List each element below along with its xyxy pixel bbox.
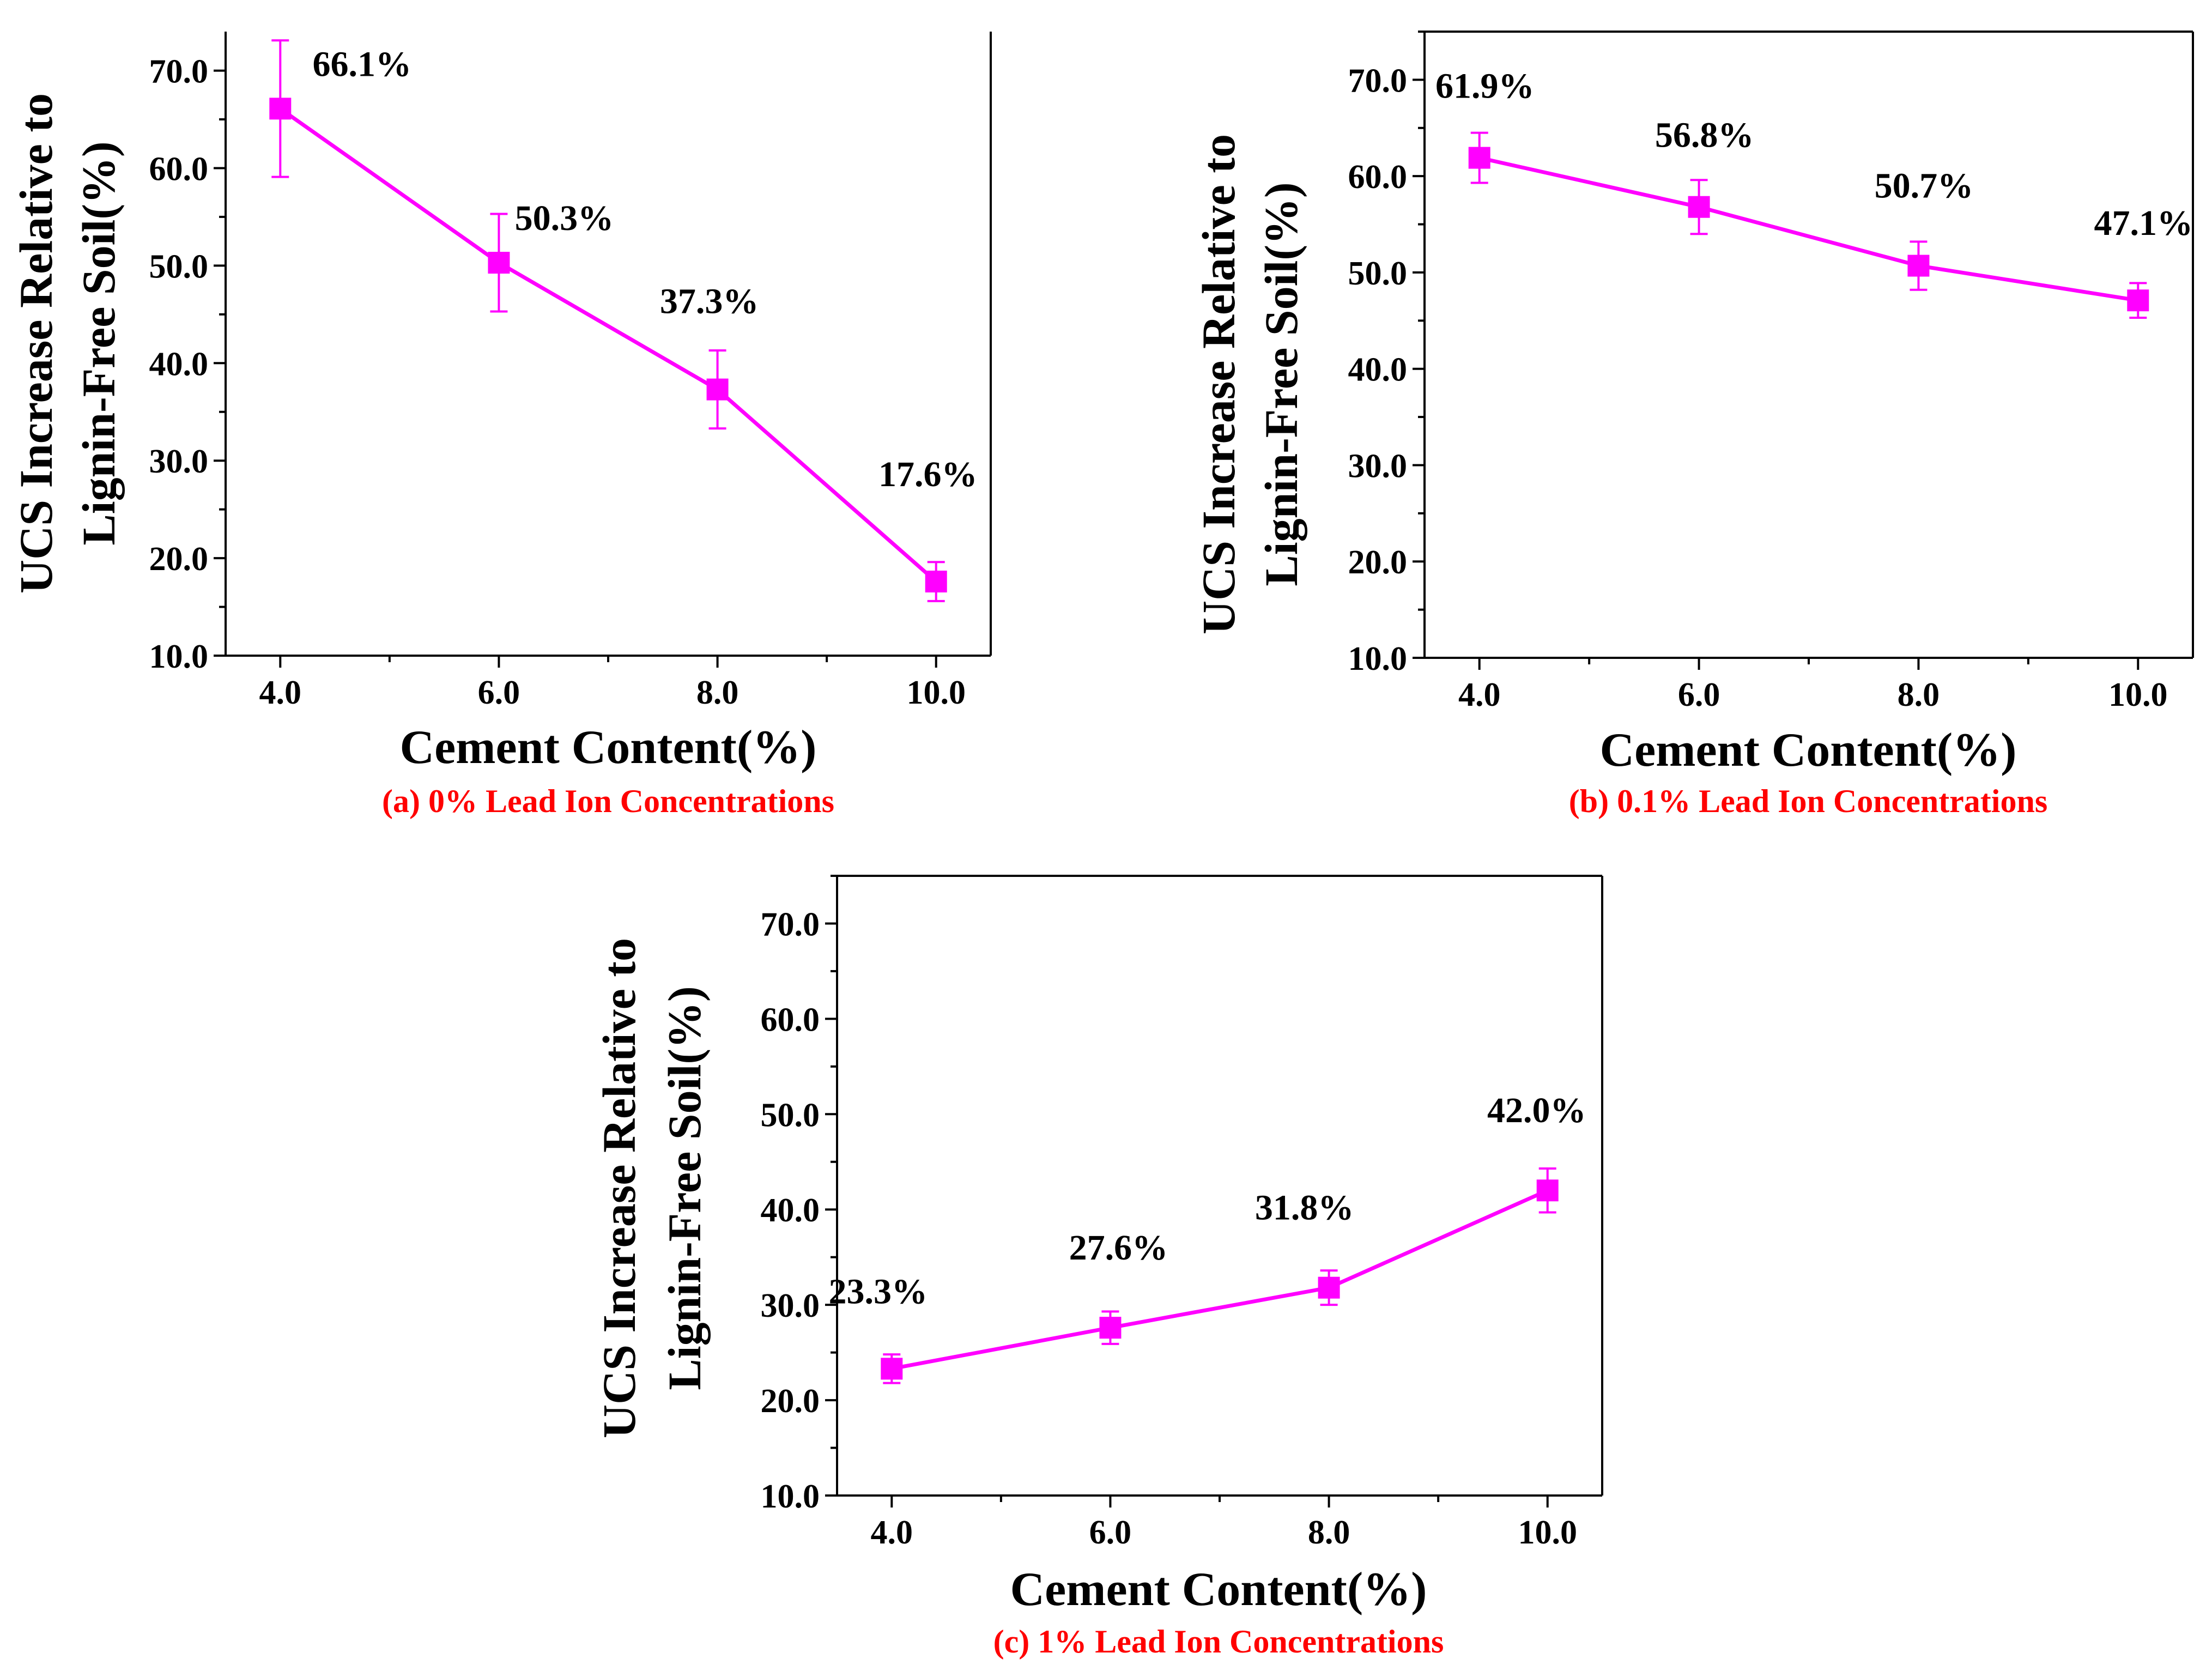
data-label: 47.1%: [2094, 203, 2193, 243]
panel-caption: (b) 0.1% Lead Ion Concentrations: [1569, 783, 2047, 819]
y-tick-label: 60.0: [1348, 159, 1408, 196]
panel-caption: (c) 1% Lead Ion Concentrations: [993, 1624, 1444, 1660]
y-tick-label: 60.0: [149, 150, 209, 187]
data-point-marker: [488, 252, 510, 274]
data-point-marker: [1468, 147, 1490, 169]
x-tick-label: 6.0: [1089, 1514, 1132, 1551]
data-label: 37.3%: [660, 282, 759, 322]
y-axis-title-line2: Lignin-Free Soil(%): [1255, 182, 1307, 586]
y-tick-label: 50.0: [1348, 255, 1408, 292]
x-tick-label: 8.0: [696, 674, 739, 711]
data-label: 17.6%: [878, 455, 978, 494]
x-tick-label: 4.0: [1458, 676, 1501, 713]
x-tick-label: 10.0: [2108, 676, 2168, 713]
chart-panel-a: 10.0 20.0 30.0 40.0 50.0 60.0 70.0 4.0 6.0 8.0 10.…: [10, 32, 992, 819]
y-tick-label: 40.0: [761, 1192, 820, 1229]
chart-panel-c: 10.0 20.0 30.0 40.0 50.0 60.0 70.0 4.0 6.0 8.0 10.…: [593, 875, 1603, 1660]
x-tick-label: 6.0: [1678, 676, 1720, 713]
x-tick-label: 8.0: [1898, 676, 1940, 713]
y-tick-label: 10.0: [149, 638, 209, 675]
y-tick-label: 50.0: [149, 248, 209, 285]
series-line: [1478, 156, 2138, 302]
y-tick-label: 10.0: [761, 1478, 820, 1515]
data-point-marker: [1099, 1317, 1122, 1339]
series-line: [279, 107, 938, 583]
y-tick-label: 30.0: [149, 443, 209, 480]
x-axis-title: Cement Content(%): [1010, 1563, 1427, 1616]
y-axis-title-line2: Lignin-Free Soil(%): [72, 141, 125, 545]
y-tick-label: 50.0: [761, 1097, 820, 1134]
y-tick-label: 60.0: [761, 1001, 820, 1038]
chart-panel-b: 10.0 20.0 30.0 40.0 50.0 60.0 70.0 4.0 6.0 8.0 10.…: [1192, 31, 2194, 819]
y-tick-label: 20.0: [761, 1383, 820, 1420]
plot-frame: [836, 875, 1603, 1497]
data-label: 50.7%: [1875, 166, 1974, 206]
data-point-marker: [1318, 1276, 1340, 1299]
data-label: 23.3%: [829, 1272, 928, 1311]
x-tick-label: 10.0: [1518, 1514, 1577, 1551]
y-tick-label: 20.0: [1348, 544, 1408, 581]
y-tick-label: 20.0: [149, 541, 209, 578]
y-tick-label: 70.0: [149, 53, 209, 90]
data-point-marker: [706, 378, 729, 401]
x-tick-label: 10.0: [906, 674, 966, 711]
panel-caption: (a) 0% Lead Ion Concentrations: [382, 783, 834, 819]
data-label: 66.1%: [313, 44, 412, 84]
data-point-marker: [1907, 255, 1930, 277]
x-axis-title: Cement Content(%): [1600, 724, 2017, 777]
y-axis-title-line1: UCS Increase Relative to: [593, 938, 645, 1438]
data-point-marker: [2127, 289, 2149, 312]
data-point-marker: [881, 1358, 903, 1380]
y-tick-label: 30.0: [1348, 447, 1408, 485]
data-label: 61.9%: [1435, 66, 1535, 106]
data-label: 50.3%: [515, 198, 614, 238]
x-tick-label: 6.0: [478, 674, 520, 711]
data-point-marker: [925, 571, 947, 593]
data-point-marker: [1688, 196, 1710, 218]
x-axis-title: Cement Content(%): [400, 721, 817, 774]
series-line: [891, 1189, 1549, 1371]
y-tick-label: 30.0: [761, 1287, 820, 1324]
y-axis-title-line1: UCS Increase Relative to: [1192, 134, 1245, 634]
y-tick-label: 10.0: [1348, 640, 1408, 677]
y-axis-title-line2: Lignin-Free Soil(%): [658, 986, 711, 1390]
plot-frame: [1423, 31, 2194, 659]
data-point-marker: [1536, 1179, 1559, 1202]
data-label: 42.0%: [1487, 1091, 1586, 1130]
plot-frame: [225, 32, 992, 657]
x-tick-label: 8.0: [1308, 1514, 1350, 1551]
data-label: 27.6%: [1069, 1228, 1168, 1268]
y-tick-label: 70.0: [1348, 62, 1408, 99]
y-tick-label: 40.0: [149, 346, 209, 383]
y-tick-label: 70.0: [761, 906, 820, 943]
x-tick-label: 4.0: [871, 1514, 913, 1551]
y-axis-title-line1: UCS Increase Relative to: [10, 93, 62, 594]
y-tick-label: 40.0: [1348, 352, 1408, 389]
x-tick-label: 4.0: [259, 674, 302, 711]
data-label: 56.8%: [1655, 116, 1754, 155]
data-point-marker: [269, 98, 292, 120]
data-label: 31.8%: [1255, 1188, 1354, 1228]
